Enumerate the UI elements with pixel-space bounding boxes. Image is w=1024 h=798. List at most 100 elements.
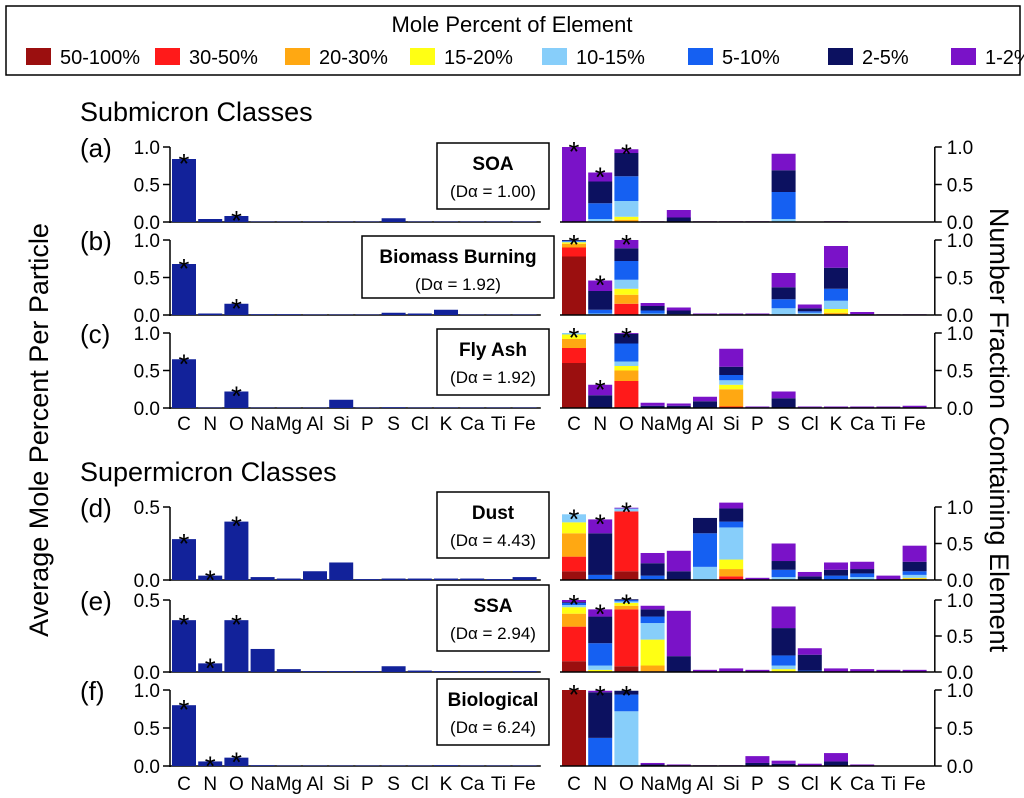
nf-segment-O-2 <box>614 294 639 304</box>
right-tick-label: 0.0 <box>947 571 973 592</box>
mole-bar-K <box>434 671 458 672</box>
right-tick-label: 0.5 <box>947 535 973 556</box>
legend-label: 2-5% <box>862 47 909 69</box>
element-label: Ca <box>460 414 485 435</box>
element-label: Fe <box>514 774 536 795</box>
nf-segment-Al-7 <box>693 669 717 672</box>
legend-title: Mole Percent of Element <box>392 12 633 37</box>
nf-segment-P-7 <box>745 406 770 408</box>
nf-segment-Cl-5 <box>797 311 822 313</box>
nf-segment-C-7 <box>562 147 586 222</box>
element-label: Na <box>640 414 665 435</box>
mole-bar-O <box>224 391 249 408</box>
significance-star: * <box>595 508 606 539</box>
nf-segment-S-7 <box>771 153 796 171</box>
nf-segment-K-7 <box>824 246 848 268</box>
right-tick-label: 0.5 <box>947 627 973 648</box>
nf-segment-Fe-7 <box>902 545 927 562</box>
mole-bar-S <box>381 312 406 315</box>
element-label: Na <box>640 774 665 795</box>
nf-segment-N-5 <box>588 737 613 766</box>
element-label: Na <box>250 774 275 795</box>
element-label: O <box>619 414 634 435</box>
mole-bar-C <box>172 264 196 315</box>
nf-segment-O-4 <box>614 361 639 366</box>
nf-segment-O-3 <box>614 288 639 295</box>
nf-segment-O-7 <box>614 240 639 249</box>
nf-segment-P-7 <box>745 669 770 672</box>
class-label-box <box>436 584 550 652</box>
submicron-title: Submicron Classes <box>80 97 313 127</box>
nf-segment-N-4 <box>588 219 613 222</box>
nf-segment-N-4 <box>588 665 613 670</box>
significance-star: * <box>231 747 242 778</box>
nf-segment-Si-5 <box>719 521 744 528</box>
legend: Mole Percent of Element 50-100% 30-50% 20-… <box>5 5 1024 76</box>
nf-segment-O-5 <box>614 600 639 602</box>
nf-segment-C-3 <box>562 334 586 339</box>
element-label: K <box>440 414 453 435</box>
significance-star: * <box>569 229 580 260</box>
class-label-box <box>436 328 550 396</box>
mole-bar-Na <box>250 577 275 580</box>
significance-star: * <box>231 293 242 324</box>
left-tick-label: 0.5 <box>134 719 160 740</box>
legend-swatch-3 <box>410 48 435 65</box>
mole-bar-K <box>434 309 458 315</box>
right-axis-title: Number Fraction Containing Element <box>984 208 1014 653</box>
panel-label: (b) <box>80 226 112 256</box>
nf-segment-C-1 <box>562 626 586 662</box>
nf-segment-Cl-7 <box>797 648 822 655</box>
nf-segment-Ti-7 <box>876 575 901 580</box>
nf-segment-Si-4 <box>719 527 744 560</box>
nf-segment-N-7 <box>588 280 613 291</box>
nf-segment-K-7 <box>824 753 848 762</box>
nf-segment-Na-6 <box>640 563 665 576</box>
nf-segment-C-3 <box>562 522 586 534</box>
nf-segment-O-3 <box>614 216 639 220</box>
nf-segment-Si-4 <box>719 380 744 385</box>
nf-segment-S-6 <box>771 561 796 570</box>
legend-items: 50-100% 30-50% 20-30% 15-20% 10-15% 5-10% 2-5%… <box>26 47 1024 69</box>
nf-segment-Si-7 <box>719 668 744 672</box>
mole-bar-C <box>172 539 196 580</box>
nf-segment-C-0 <box>562 363 586 408</box>
nf-segment-O-7 <box>614 149 639 153</box>
element-label: Mg <box>276 414 302 435</box>
nf-segment-P-7 <box>745 577 770 580</box>
legend-swatch-7 <box>951 48 976 65</box>
element-label: Cl <box>801 774 819 795</box>
nf-segment-N-6 <box>588 395 613 408</box>
left-tick-label: 1.0 <box>134 231 160 252</box>
nf-segment-S-5 <box>771 192 796 219</box>
element-label: P <box>751 774 764 795</box>
element-label: Al <box>697 414 714 435</box>
nf-segment-Na-6 <box>640 306 665 311</box>
element-label: Si <box>723 414 740 435</box>
significance-star: * <box>179 609 190 640</box>
panel-c: (c) 0.0 0.5 1.0 * * * * * 0.0 0.5 1.0 Fly Ash (Dα = 1… <box>80 319 973 420</box>
significance-star: * <box>231 609 242 640</box>
mole-bar-C <box>172 359 196 408</box>
nf-segment-N-5 <box>588 309 613 314</box>
nf-segment-Na-6 <box>640 405 665 408</box>
right-tick-label: 1.0 <box>947 681 973 702</box>
mole-bar-N <box>198 219 223 222</box>
nf-segment-Cl-7 <box>797 304 822 309</box>
class-d-alpha: (Dα = 4.43) <box>450 531 536 550</box>
mole-bar-Cl <box>407 313 432 315</box>
nf-segment-K-5 <box>824 575 848 580</box>
significance-star: * <box>179 348 190 379</box>
mole-bar-P <box>355 579 380 580</box>
left-tick-label: 0.0 <box>134 306 160 327</box>
mole-bar-Ti <box>486 579 511 580</box>
nf-segment-O-5 <box>614 343 639 362</box>
nf-segment-S-6 <box>771 170 796 192</box>
significance-star: * <box>179 694 190 725</box>
class-name: Dust <box>472 503 515 524</box>
left-tick-label: 0.5 <box>134 362 160 383</box>
mole-bar-N <box>198 663 223 672</box>
nf-segment-C-4 <box>562 333 586 335</box>
